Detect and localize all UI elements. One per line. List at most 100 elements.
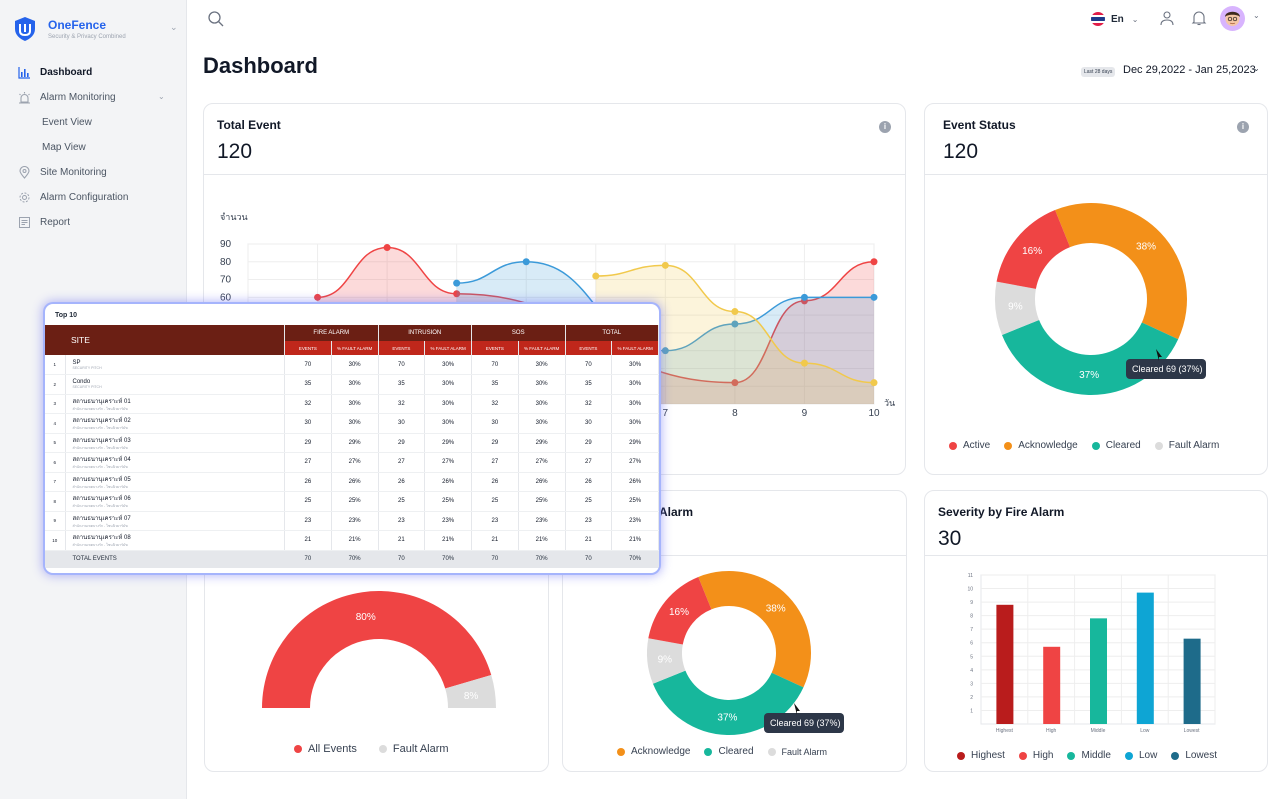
all-events-gauge: 80% 8% <box>262 591 496 708</box>
legend-label: Cleared <box>718 746 754 757</box>
avatar[interactable] <box>1220 6 1245 31</box>
subheader-row: EVENTS% FAULT ALARM EVENTS% FAULT ALARM EV… <box>45 341 659 355</box>
tooltip <box>764 713 844 733</box>
info-icon[interactable]: i <box>1237 121 1249 133</box>
x-tick-label: 7 <box>663 408 669 419</box>
user-icon[interactable] <box>1159 10 1175 26</box>
slice-label: 16% <box>669 607 689 618</box>
slice-label: 38% <box>766 604 786 615</box>
table-row[interactable]: 3 สถานธนานุเคราะห์ 01 สำนักงานเขตบางรัก - … <box>45 394 659 414</box>
sidebar-item-report[interactable]: Report <box>0 210 187 235</box>
location-pin-icon <box>19 166 30 179</box>
sidebar-item-dashboard[interactable]: Dashboard <box>0 60 187 85</box>
row-number: 4 <box>45 413 66 434</box>
language-selector[interactable]: En ⌄ <box>1091 10 1138 28</box>
site-name: สถานธนานุเคราะห์ 06 <box>72 496 131 503</box>
events-cell: 26 <box>284 472 332 492</box>
data-point <box>453 279 461 287</box>
search-icon[interactable] <box>207 10 225 28</box>
divider <box>925 174 1267 175</box>
data-point <box>592 272 600 280</box>
card-value: 30 <box>938 527 962 550</box>
row-number: 6 <box>45 452 66 473</box>
x-tick-label: Middle <box>1091 728 1106 734</box>
bar <box>996 604 1014 724</box>
site-subtitle: สำนักงานเขตบางรัก - โซนนิวยาร์มัฆ <box>72 465 128 470</box>
card-title: Severity by Fire Alarm <box>938 505 1065 519</box>
legend-item: Cleared <box>704 746 754 757</box>
chevron-down-icon[interactable]: ⌄ <box>1253 64 1260 73</box>
sidebar-item-event-view[interactable]: Event View <box>0 110 187 135</box>
fault-alarm-cell: 25% <box>331 491 379 512</box>
y-tick-label: 3 <box>970 681 973 687</box>
table-row[interactable]: 8 สถานธนานุเคราะห์ 06 สำนักงานเขตบางรัก - … <box>45 491 659 512</box>
sidebar-item-map-view[interactable]: Map View <box>0 135 187 160</box>
total-cell: 70 <box>378 550 426 568</box>
legend-item: Lowest <box>1171 750 1217 761</box>
events-cell: 25 <box>565 491 613 512</box>
events-cell: 29 <box>378 433 426 453</box>
card-title: Alarm <box>659 505 694 519</box>
brand-tagline: Security & Privacy Combined <box>48 34 126 40</box>
sidebar-item-site-monitoring[interactable]: Site Monitoring <box>0 160 187 185</box>
sidebar-item-alarm-monitoring[interactable]: Alarm Monitoring ⌄ <box>0 85 187 110</box>
sidebar-item-alarm-configuration[interactable]: Alarm Configuration <box>0 185 187 210</box>
events-cell: 26 <box>565 472 613 492</box>
site-subtitle: สำนักงานเขตบางรัก - โซนนิวยาร์มัฆ <box>72 445 128 450</box>
row-number: 7 <box>45 472 66 492</box>
fault-alarm-cell: 29% <box>611 433 659 453</box>
table-row[interactable]: 1 SP SECURITY PITCH 70 30% 70 30% 70 30% 70 30% <box>45 355 659 375</box>
gauge-segment <box>262 591 492 708</box>
legend-label: Middle <box>1081 750 1111 761</box>
events-cell: 30 <box>565 413 613 434</box>
table-row[interactable]: 4 สถานธนานุเคราะห์ 02 สำนักงานเขตบางรัก - … <box>45 413 659 434</box>
events-cell: 32 <box>378 394 426 414</box>
site-cell: สถานธนานุเคราะห์ 01 สำนักงานเขตบางรัก - โ… <box>65 394 285 414</box>
legend-item: Fault Alarm <box>767 746 827 757</box>
info-icon[interactable]: i <box>879 121 891 133</box>
chevron-down-icon[interactable]: ⌄ <box>1253 11 1260 20</box>
fault-alarm-cell: 30% <box>518 413 566 434</box>
siren-icon <box>19 92 30 104</box>
legend-item: Low <box>1124 750 1157 761</box>
donut-slice <box>698 571 811 688</box>
fire-alarm-donut: 38% 37% 9% 16% Cleared 69 (37%) <box>647 571 844 735</box>
fire-alarm-legend: Acknowledge Cleared Fault Alarm <box>617 746 841 757</box>
site-cell: สถานธนานุเคราะห์ 03 สำนักงานเขตบางรัก - โ… <box>65 433 285 453</box>
events-cell: 70 <box>471 355 519 375</box>
table-row[interactable]: 2 Condo SECURITY PITCH 35 30% 35 30% 35 30% 35 30% <box>45 374 659 395</box>
legend-label: Highest <box>971 750 1005 761</box>
top10-popup[interactable]: Top 10 SITE FIRE ALARM INTRUSION SOS TOT… <box>45 304 659 573</box>
table-row[interactable]: 9 สถานธนานุเคราะห์ 07 สำนักงานเขตบางรัก - … <box>45 511 659 531</box>
brand[interactable]: OneFence Security & Privacy Combined ⌄ <box>12 14 184 46</box>
donut-slice <box>995 281 1040 335</box>
table-row[interactable]: 10 สถานธนานุเคราะห์ 08 สำนักงานเขตบางรัก -… <box>45 530 659 551</box>
sidebar-item-label: Site Monitoring <box>40 167 107 178</box>
table-row[interactable]: 7 สถานธนานุเคราะห์ 05 สำนักงานเขตบางรัก - … <box>45 472 659 492</box>
donut-slice <box>1001 319 1179 395</box>
site-subtitle: สำนักงานเขตบางรัก - โซนนิวยาร์มัฆ <box>72 484 128 489</box>
site-name: สถานธนานุเคราะห์ 07 <box>72 515 131 522</box>
events-cell: 35 <box>565 374 613 395</box>
date-range-picker[interactable]: Dec 29,2022 - Jan 25,2023 <box>1123 64 1256 76</box>
card-title: Total Event <box>217 118 281 132</box>
donut-slice <box>996 209 1071 289</box>
table-row[interactable]: 5 สถานธนานุเคราะห์ 03 สำนักงานเขตบางรัก - … <box>45 433 659 453</box>
events-cell: 23 <box>378 511 426 531</box>
avatar-face-icon <box>1225 11 1240 26</box>
divider <box>204 174 905 175</box>
table-row[interactable]: 6 สถานธนานุเคราะห์ 04 สำนักงานเขตบางรัก - … <box>45 452 659 473</box>
bell-icon[interactable] <box>1191 10 1207 26</box>
site-name: Condo <box>72 379 91 386</box>
severity-bar-chart: 1 2 3 4 5 6 7 8 9 10 11 Highest High Middle Low Lowest <box>967 573 1216 734</box>
slice-label: 16% <box>1022 246 1042 257</box>
chevron-down-icon[interactable]: ⌄ <box>170 22 178 32</box>
tooltip <box>1126 359 1206 379</box>
events-cell: 35 <box>471 374 519 395</box>
fault-alarm-cell: 21% <box>518 530 566 551</box>
row-number <box>45 550 66 568</box>
all-events-legend: All Events Fault Alarm <box>294 743 463 755</box>
fault-alarm-cell: 23% <box>331 511 379 531</box>
row-number: 5 <box>45 433 66 453</box>
site-cell: สถานธนานุเคราะห์ 05 สำนักงานเขตบางรัก - โ… <box>65 472 285 492</box>
